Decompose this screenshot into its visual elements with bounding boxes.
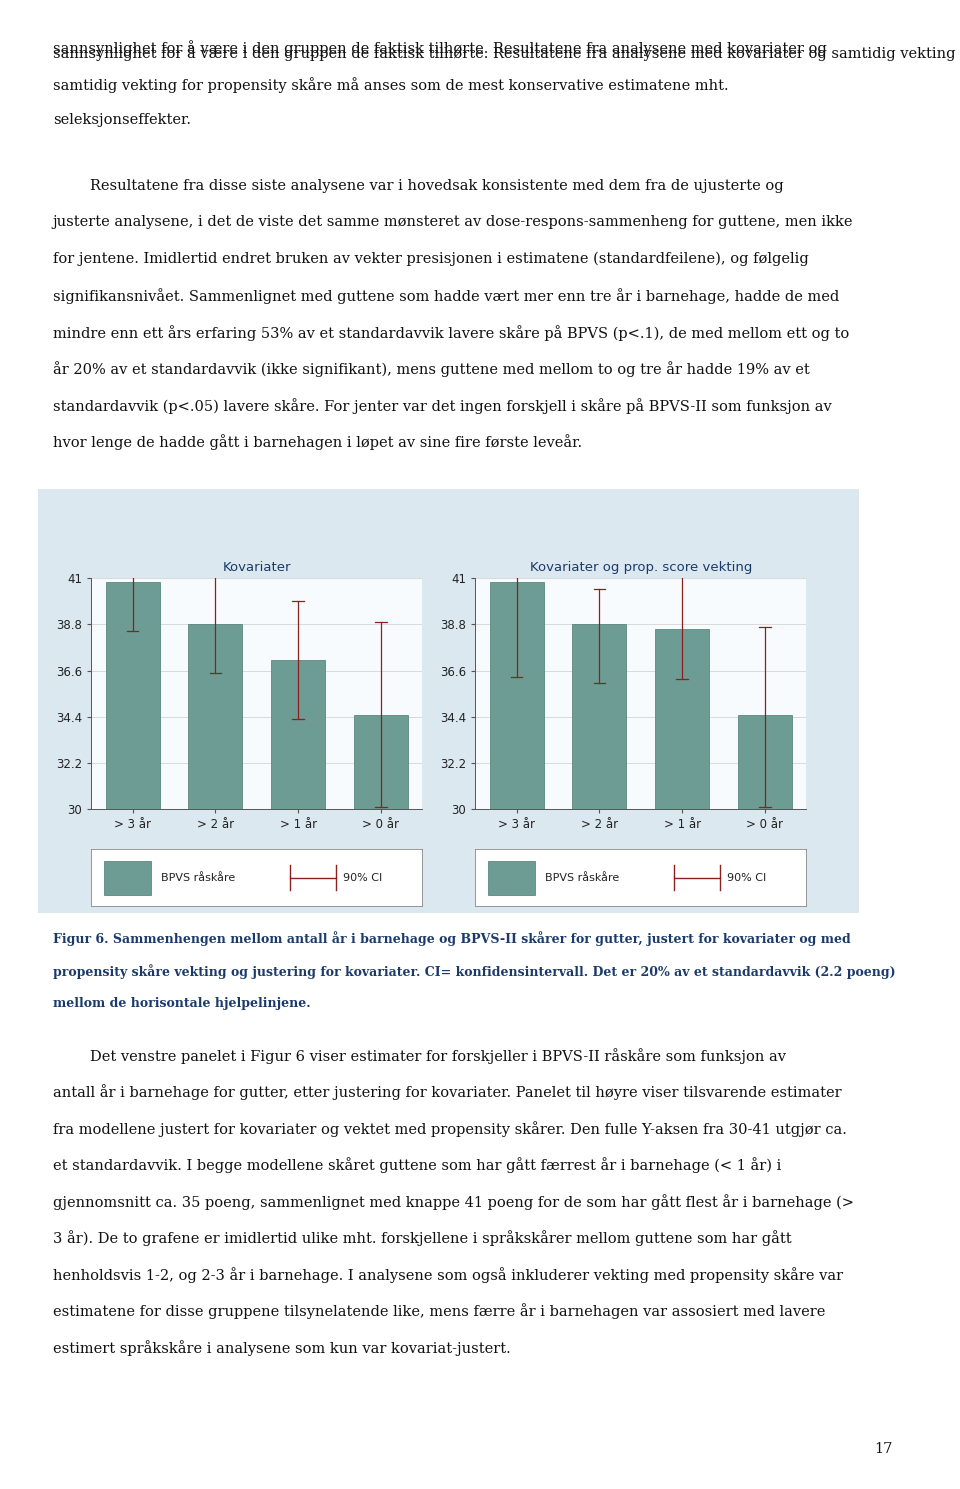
Text: antall år i barnehage for gutter, etter justering for kovariater. Panelet til hø: antall år i barnehage for gutter, etter …	[53, 1084, 841, 1100]
Bar	[572, 624, 626, 1438]
Text: hvor lenge de hadde gått i barnehagen i løpet av sine fire første leveår.: hvor lenge de hadde gått i barnehagen i …	[53, 435, 582, 450]
FancyBboxPatch shape	[105, 861, 151, 895]
Text: signifikansnivået. Sammenlignet med guttene som hadde vært mer enn tre år i barn: signifikansnivået. Sammenlignet med gutt…	[53, 289, 839, 304]
Bar	[490, 582, 543, 1438]
Text: Det venstre panelet i Figur 6 viser estimater for forskjeller i BPVS-II råskåre : Det venstre panelet i Figur 6 viser esti…	[53, 1048, 786, 1063]
Bar	[656, 628, 709, 1438]
Text: estimatene for disse gruppene tilsynelatende like, mens færre år i barnehagen va: estimatene for disse gruppene tilsynelat…	[53, 1303, 826, 1319]
Text: standardavvik (p<.05) lavere skåre. For jenter var det ingen forskjell i skåre p: standardavvik (p<.05) lavere skåre. For …	[53, 398, 831, 414]
Text: sannsynlighet for å være i den gruppen de faktisk tilhørte. Resultatene fra anal: sannsynlighet for å være i den gruppen d…	[53, 45, 960, 61]
Text: Figur 6. Sammenhengen mellom antall år i barnehage og BPVS-II skårer for gutter,: Figur 6. Sammenhengen mellom antall år i…	[53, 931, 851, 946]
Bar	[272, 660, 325, 1438]
Text: for jentene. Imidlertid endret bruken av vekter presisjonen i estimatene (standa: for jentene. Imidlertid endret bruken av…	[53, 252, 808, 267]
Text: et standardavvik. I begge modellene skåret guttene som har gått færrest år i bar: et standardavvik. I begge modellene skår…	[53, 1157, 781, 1173]
Bar	[354, 715, 408, 1438]
FancyBboxPatch shape	[489, 861, 535, 895]
Text: sannsynlighet for å være i den gruppen de faktisk tilhørte. Resultatene fra anal: sannsynlighet for å være i den gruppen d…	[53, 40, 827, 57]
Text: 3 år). De to grafene er imidlertid ulike mht. forskjellene i språkskårer mellom : 3 år). De to grafene er imidlertid ulike…	[53, 1230, 791, 1246]
Bar	[188, 624, 242, 1438]
Text: 90% CI: 90% CI	[343, 873, 382, 883]
Text: Resultatene fra disse siste analysene var i hovedsak konsistente med dem fra de : Resultatene fra disse siste analysene va…	[53, 179, 783, 194]
Text: samtidig vekting for propensity skåre må anses som de mest konservative estimate: samtidig vekting for propensity skåre må…	[53, 76, 729, 92]
Text: propensity skåre vekting og justering for kovariater. CI= konfidensintervall. De: propensity skåre vekting og justering fo…	[53, 963, 896, 978]
Text: mellom de horisontale hjelpelinjene.: mellom de horisontale hjelpelinjene.	[53, 996, 310, 1010]
Title: Kovariater: Kovariater	[223, 561, 291, 575]
Bar	[106, 582, 159, 1438]
Text: BPVS råskåre: BPVS råskåre	[544, 873, 619, 883]
Title: Kovariater og prop. score vekting: Kovariater og prop. score vekting	[530, 561, 752, 575]
Text: BPVS råskåre: BPVS råskåre	[160, 873, 235, 883]
Text: seleksjonseffekter.: seleksjonseffekter.	[53, 113, 191, 127]
Text: mindre enn ett års erfaring 53% av et standardavvik lavere skåre på BPVS (p<.1),: mindre enn ett års erfaring 53% av et st…	[53, 325, 849, 341]
Text: år 20% av et standardavvik (ikke signifikant), mens guttene med mellom to og tre: år 20% av et standardavvik (ikke signifi…	[53, 362, 809, 377]
Text: gjennomsnitt ca. 35 poeng, sammenlignet med knappe 41 poeng for de som har gått : gjennomsnitt ca. 35 poeng, sammenlignet …	[53, 1194, 853, 1209]
Text: fra modellene justert for kovariater og vektet med propensity skårer. Den fulle : fra modellene justert for kovariater og …	[53, 1121, 847, 1136]
Bar	[738, 715, 792, 1438]
Text: estimert språkskåre i analysene som kun var kovariat-justert.: estimert språkskåre i analysene som kun …	[53, 1340, 511, 1355]
Text: justerte analysene, i det de viste det samme mønsteret av dose-respons-sammenhen: justerte analysene, i det de viste det s…	[53, 216, 853, 229]
Text: henholdsvis 1-2, og 2-3 år i barnehage. I analysene som også inkluderer vekting : henholdsvis 1-2, og 2-3 år i barnehage. …	[53, 1267, 843, 1282]
Text: 17: 17	[875, 1443, 893, 1456]
Text: 90% CI: 90% CI	[727, 873, 766, 883]
